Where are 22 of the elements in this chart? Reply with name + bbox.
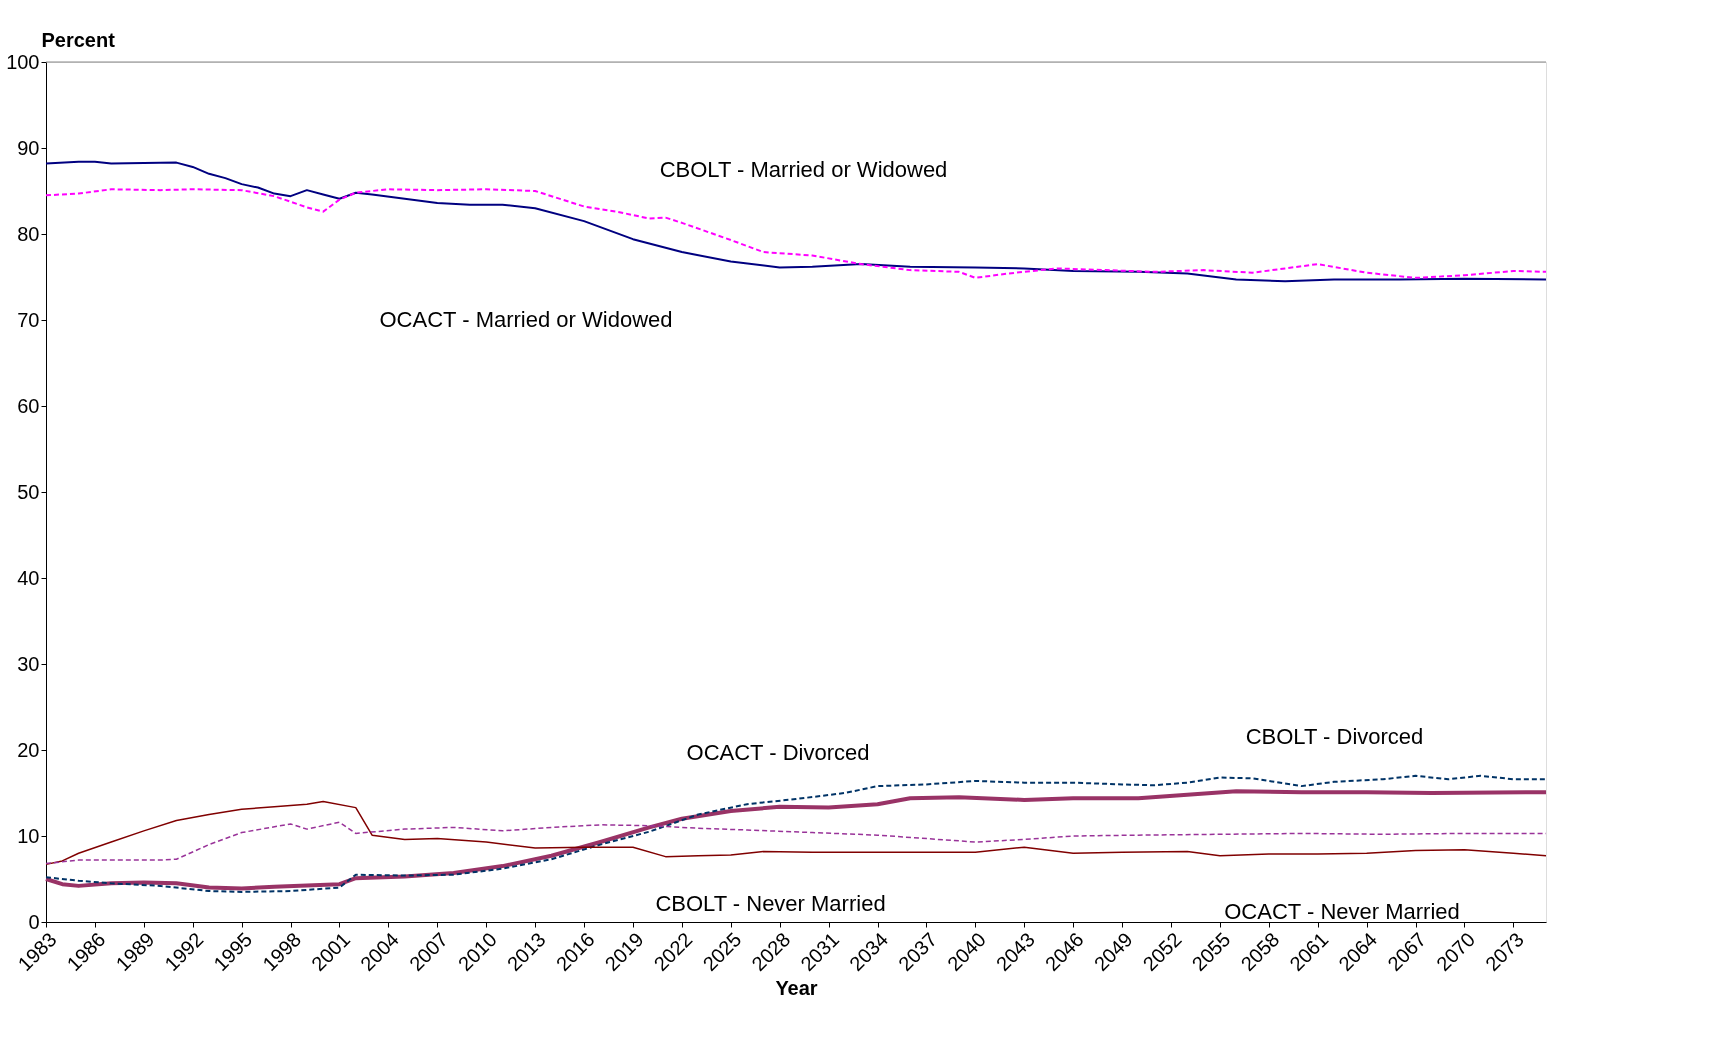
line-series [45,188,1547,279]
line-series [45,160,1547,283]
annotation: CBOLT - Divorced [1245,724,1424,750]
y-tick-label: 100 [6,50,40,73]
y-axis-title: Percent [41,28,116,51]
annotation: OCACT - Never Married [1224,898,1460,924]
y-tick-label: 50 [17,480,40,503]
y-tick-label: 70 [17,308,40,331]
y-tick-label: 60 [17,394,40,417]
y-tick-label: 40 [17,566,40,589]
y-tick-label: 0 [28,910,40,933]
y-tick-label: 30 [17,652,40,675]
y-tick-label: 80 [17,222,40,245]
annotation: CBOLT - Never Married [655,890,886,916]
y-tick-label: 10 [17,824,40,847]
annotation: CBOLT - Married or Widowed [659,157,948,183]
annotation: OCACT - Married or Widowed [379,307,673,332]
x-axis-title: Year [775,977,818,1000]
annotation: OCACT - Divorced [686,739,870,765]
y-tick-label: 90 [17,136,40,159]
line-series [45,800,1547,866]
y-tick-label: 20 [17,738,40,761]
